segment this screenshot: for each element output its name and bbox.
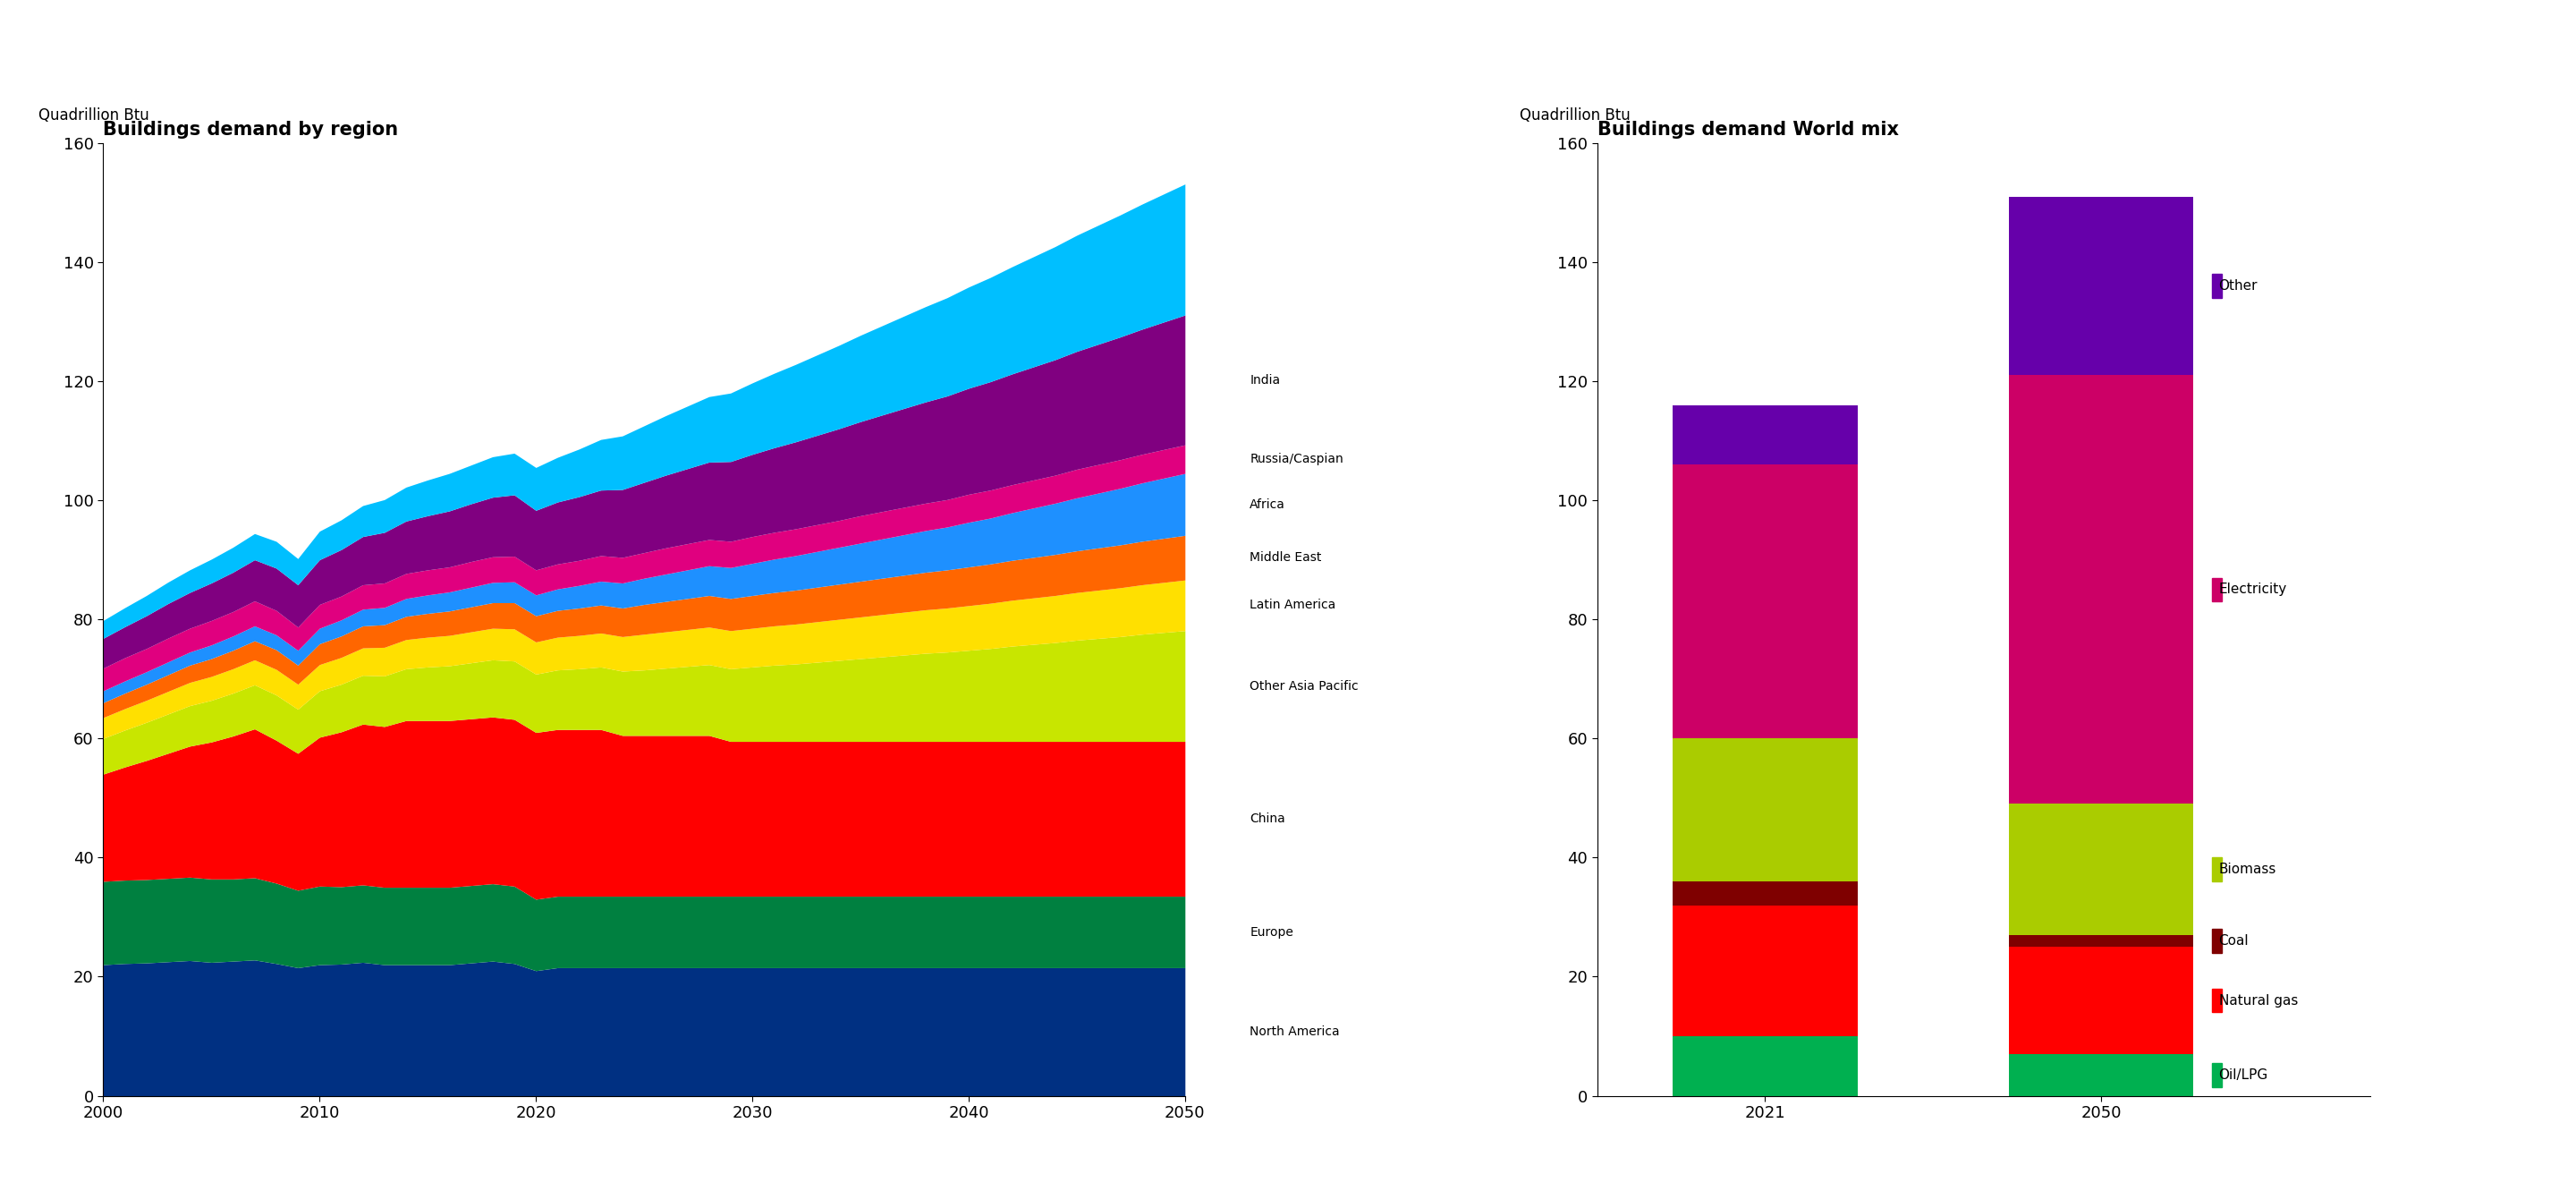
- Text: Latin America: Latin America: [1249, 599, 1337, 612]
- Text: Other: Other: [2218, 279, 2257, 293]
- Text: China: China: [1249, 812, 1285, 825]
- Bar: [2009, 935, 2195, 947]
- FancyBboxPatch shape: [2213, 929, 2223, 953]
- Text: Quadrillion Btu: Quadrillion Btu: [1520, 107, 1631, 124]
- Bar: [1672, 881, 1857, 905]
- Bar: [1672, 464, 1857, 738]
- Text: North America: North America: [1249, 1025, 1340, 1039]
- Text: Oil/LPG: Oil/LPG: [2218, 1068, 2267, 1081]
- Text: Middle East: Middle East: [1249, 551, 1321, 565]
- Text: India: India: [1249, 374, 1280, 386]
- FancyBboxPatch shape: [2213, 1062, 2223, 1086]
- Bar: [1672, 738, 1857, 881]
- Text: Natural gas: Natural gas: [2218, 993, 2298, 1008]
- Text: Biomass: Biomass: [2218, 862, 2277, 877]
- Bar: [2009, 197, 2195, 375]
- Bar: [1672, 905, 1857, 1036]
- Text: Electricity: Electricity: [2218, 582, 2287, 597]
- Bar: [2009, 804, 2195, 935]
- Bar: [2009, 947, 2195, 1054]
- Text: Buildings demand World mix: Buildings demand World mix: [1597, 121, 1899, 139]
- Bar: [1672, 405, 1857, 464]
- FancyBboxPatch shape: [2213, 858, 2223, 881]
- FancyBboxPatch shape: [2213, 274, 2223, 298]
- Bar: [2009, 375, 2195, 804]
- Text: Coal: Coal: [2218, 934, 2249, 948]
- Bar: [2009, 1054, 2195, 1096]
- FancyBboxPatch shape: [2213, 578, 2223, 601]
- Text: Other Asia Pacific: Other Asia Pacific: [1249, 680, 1358, 692]
- Bar: [1672, 1036, 1857, 1096]
- FancyBboxPatch shape: [2213, 989, 2223, 1012]
- Text: Africa: Africa: [1249, 498, 1285, 511]
- Text: Russia/Caspian: Russia/Caspian: [1249, 453, 1345, 466]
- Text: Quadrillion Btu: Quadrillion Btu: [39, 107, 149, 124]
- Text: Buildings demand by region: Buildings demand by region: [103, 121, 399, 139]
- Text: Europe: Europe: [1249, 925, 1293, 939]
